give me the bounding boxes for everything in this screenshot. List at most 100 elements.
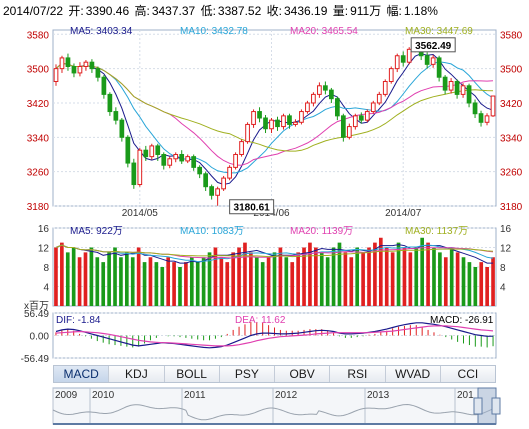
overview-year-label: 2010 — [92, 390, 115, 401]
tab-obv[interactable]: OBV — [275, 366, 331, 382]
candle-body — [245, 123, 250, 143]
volume-bar — [432, 247, 436, 306]
volume-bar — [148, 257, 153, 306]
candle-body — [448, 81, 454, 91]
macd-dif-line — [55, 322, 494, 349]
volume-bar — [449, 247, 454, 306]
macd-unit-label: x百万 — [24, 300, 49, 312]
macd-legend-macd: MACD: -26.91 — [430, 315, 494, 326]
volume-bar — [71, 247, 76, 306]
candle-body — [83, 61, 89, 67]
volume-bar — [184, 262, 188, 306]
volume-tick-right: 12 — [500, 244, 512, 255]
candle-body — [125, 136, 131, 164]
close-value: 3436.19 — [283, 4, 328, 18]
max-annotation-box — [410, 37, 456, 53]
volume-bar — [119, 257, 123, 306]
candle-body — [209, 186, 214, 196]
volume-bar — [225, 262, 230, 306]
candle-body — [239, 141, 244, 155]
candle-body — [293, 121, 298, 125]
tab-cci[interactable]: CCI — [440, 366, 495, 382]
candle-body — [460, 85, 466, 95]
volume-bar — [479, 262, 484, 306]
candle-body — [335, 98, 340, 117]
price-tick-right: 3580 — [500, 30, 523, 41]
price-ma-legend: MA30: 3447.69 — [405, 26, 473, 37]
tab-wvad[interactable]: WVAD — [385, 366, 441, 382]
candle-body — [430, 57, 436, 65]
volume-bar — [207, 252, 212, 306]
volume-bar — [178, 267, 182, 306]
tab-macd[interactable]: MACD — [54, 366, 110, 382]
overview-year-label: 2009 — [55, 390, 78, 401]
candle-body — [53, 68, 59, 83]
candle-body — [340, 115, 346, 138]
price-tick-left: 3340 — [27, 133, 50, 144]
volume-bar — [296, 252, 300, 306]
volume-bar — [443, 257, 448, 306]
min-annotation-label: 3180.61 — [234, 203, 271, 214]
volume-bar — [278, 247, 283, 306]
volume-bar — [325, 257, 330, 306]
volume-bar — [390, 252, 395, 306]
candle-body — [227, 166, 232, 179]
tab-psy[interactable]: PSY — [219, 366, 275, 382]
volume-bar — [378, 237, 383, 306]
candle-body — [161, 153, 167, 166]
price-tick-right: 3500 — [500, 65, 523, 76]
volume-bar — [160, 267, 165, 306]
volume-bar — [195, 262, 200, 306]
volume-ma-legend: MA20: 1139万 — [290, 226, 353, 237]
tab-rsi[interactable]: RSI — [330, 366, 386, 382]
candle-body — [89, 61, 95, 70]
price-tick-left: 3180 — [27, 202, 50, 213]
candle-body — [466, 85, 472, 104]
overview-price-line — [52, 403, 497, 421]
volume-bar — [254, 257, 259, 306]
volume-ma-line — [55, 244, 494, 258]
quote-date: 2014/07/22 — [3, 4, 64, 18]
macd-tick-label: -56.49 — [21, 354, 50, 365]
candle-body — [400, 55, 406, 63]
candle-body — [317, 85, 322, 95]
high-value: 3437.37 — [151, 4, 196, 18]
price-tick-right: 3420 — [500, 99, 523, 110]
candle-body — [203, 173, 209, 188]
candle-body — [478, 113, 484, 123]
candle-body — [406, 48, 412, 63]
candle-body — [311, 93, 316, 104]
price-tick-left: 3420 — [27, 99, 50, 110]
candle-body — [131, 162, 137, 186]
candle-body — [275, 119, 280, 128]
candle-body — [149, 145, 155, 158]
candle-body — [305, 102, 310, 113]
tab-kdj[interactable]: KDJ — [109, 366, 165, 382]
candle-body — [251, 111, 256, 125]
volume-tick-left: 12 — [38, 244, 50, 255]
volume-bar — [172, 262, 176, 306]
overview-year-label: 2011 — [184, 390, 206, 401]
volume-tick-right: 4 — [500, 283, 506, 294]
price-tick-right: 3340 — [500, 133, 523, 144]
volume-bar — [467, 262, 472, 306]
volume-bar — [420, 237, 424, 306]
macd-tick-label: 56.49 — [24, 309, 49, 320]
volume-bar — [189, 257, 194, 306]
volume-bar — [101, 262, 106, 306]
volume-bar — [154, 262, 159, 306]
volume-tick-left: 16 — [38, 224, 50, 235]
macd-legend-dif: DIF: -1.84 — [56, 315, 101, 326]
volume-value: 911万 — [350, 4, 382, 18]
volume-bar — [237, 247, 241, 306]
tab-boll[interactable]: BOLL — [164, 366, 220, 382]
candle-body — [257, 111, 262, 119]
price-ma-legend: MA5: 3403.34 — [70, 26, 133, 37]
volume-bar — [455, 252, 460, 306]
candle-body — [358, 115, 364, 121]
price-ma-line — [55, 62, 494, 152]
volume-bar — [384, 247, 389, 306]
volume-bar — [142, 262, 147, 306]
candle-body — [221, 177, 226, 190]
